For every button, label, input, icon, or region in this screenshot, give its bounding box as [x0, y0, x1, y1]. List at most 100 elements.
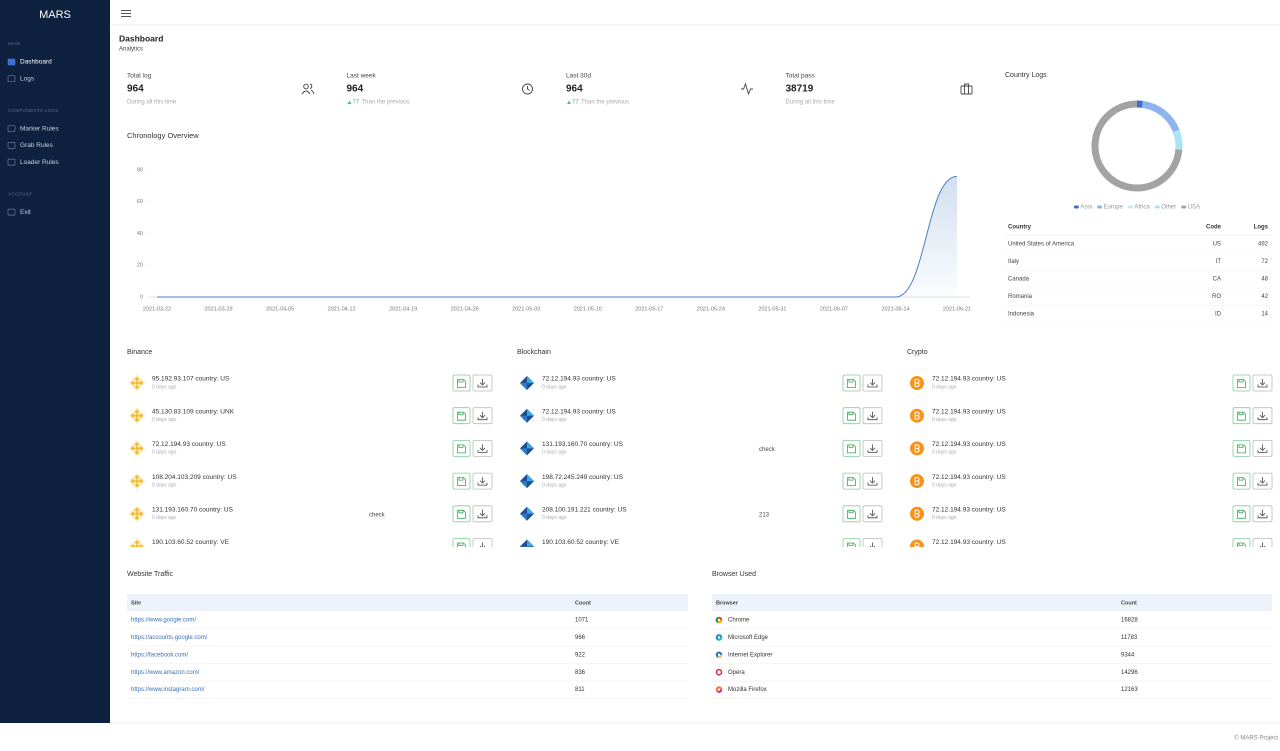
legend-item[interactable]: Asia	[1073, 205, 1093, 211]
legend-label[interactable]: Europe	[1104, 205, 1124, 211]
download-button[interactable]	[1252, 407, 1273, 425]
button-box[interactable]	[452, 407, 471, 425]
download-glyph[interactable]	[868, 542, 877, 551]
download-glyph[interactable]	[867, 477, 878, 486]
download-button[interactable]	[472, 472, 493, 490]
download-button[interactable]	[862, 407, 883, 425]
download-button[interactable]	[862, 374, 883, 392]
download-button[interactable]	[862, 538, 883, 555]
legend-swatch[interactable]	[1181, 205, 1187, 209]
download-glyph[interactable]	[1257, 509, 1268, 519]
sidebar-icon[interactable]	[7, 58, 16, 66]
sidebar-item[interactable]: Dashboard	[7, 58, 52, 66]
button-box[interactable]	[452, 505, 471, 523]
download-button[interactable]	[472, 439, 493, 457]
download-button[interactable]	[1252, 472, 1273, 490]
sidebar-link[interactable]: Dashboard	[20, 59, 52, 66]
button-box[interactable]	[842, 505, 861, 523]
save-glyph[interactable]	[1237, 542, 1246, 551]
sidebar-link[interactable]: Exit	[20, 209, 31, 216]
sidebar-icon[interactable]	[7, 142, 16, 149]
save-button[interactable]	[842, 439, 861, 457]
save-button[interactable]	[1232, 374, 1251, 392]
button-box[interactable]	[1232, 374, 1251, 392]
sidebar-item[interactable]: Loader Rules	[7, 158, 59, 166]
sidebar-icon[interactable]	[7, 208, 16, 216]
save-button[interactable]	[1232, 439, 1251, 457]
download-glyph[interactable]	[477, 444, 488, 453]
download-button[interactable]	[1252, 374, 1273, 392]
save-button[interactable]	[842, 538, 861, 555]
save-button[interactable]	[452, 472, 471, 490]
legend-item[interactable]: Europe	[1097, 205, 1124, 211]
sidebar-item[interactable]: Logs	[7, 75, 35, 82]
download-glyph[interactable]	[867, 411, 878, 421]
save-glyph[interactable]	[457, 379, 466, 388]
save-button[interactable]	[452, 505, 471, 523]
legend-label[interactable]: Asia	[1080, 205, 1092, 211]
site-link[interactable]: https://www.google.com/	[131, 618, 196, 624]
download-glyph[interactable]	[1257, 477, 1268, 486]
save-glyph[interactable]	[847, 379, 856, 388]
download-button[interactable]	[472, 505, 493, 523]
button-box[interactable]	[1232, 505, 1251, 523]
save-glyph[interactable]	[1237, 379, 1246, 388]
button-box[interactable]	[1232, 472, 1251, 490]
save-glyph[interactable]	[457, 444, 466, 454]
site-link[interactable]: https://accounts.google.com/	[131, 635, 208, 641]
download-button[interactable]	[1252, 505, 1273, 523]
download-button[interactable]	[1252, 439, 1273, 457]
save-glyph[interactable]	[457, 509, 466, 519]
button-box[interactable]	[842, 439, 861, 457]
button-box[interactable]	[452, 374, 471, 392]
save-glyph[interactable]	[1237, 477, 1246, 486]
download-glyph[interactable]	[477, 477, 488, 486]
save-button[interactable]	[842, 472, 861, 490]
download-button[interactable]	[862, 472, 883, 490]
save-button[interactable]	[452, 374, 471, 392]
download-glyph[interactable]	[1257, 444, 1268, 453]
sidebar-icon[interactable]	[7, 158, 16, 166]
button-box[interactable]	[1232, 407, 1251, 425]
save-button[interactable]	[1232, 538, 1251, 555]
download-glyph[interactable]	[477, 379, 488, 388]
download-glyph[interactable]	[1258, 542, 1267, 551]
legend-item[interactable]: Other	[1154, 205, 1177, 211]
download-glyph[interactable]	[867, 509, 878, 519]
button-box[interactable]	[452, 439, 471, 457]
download-button[interactable]	[862, 439, 883, 457]
menu-toggle[interactable]	[121, 10, 131, 17]
save-button[interactable]	[842, 407, 861, 425]
save-button[interactable]	[452, 538, 471, 555]
sidebar-item[interactable]: Marker Rules	[7, 125, 59, 133]
download-glyph[interactable]	[867, 379, 878, 388]
legend-swatch[interactable]	[1097, 205, 1103, 209]
save-button[interactable]	[842, 374, 861, 392]
sidebar-link[interactable]: Loader Rules	[20, 159, 59, 166]
sidebar-link[interactable]: Marker Rules	[20, 125, 59, 132]
button-box[interactable]	[452, 472, 471, 490]
legend-swatch[interactable]	[1154, 205, 1160, 209]
sidebar-icon[interactable]	[7, 125, 16, 133]
download-glyph[interactable]	[867, 444, 878, 453]
legend-swatch[interactable]	[1073, 205, 1079, 209]
save-glyph[interactable]	[847, 542, 856, 551]
save-button[interactable]	[1232, 407, 1251, 425]
save-button[interactable]	[1232, 472, 1251, 490]
button-box[interactable]	[842, 472, 861, 490]
save-glyph[interactable]	[847, 444, 856, 454]
legend-item[interactable]: USA	[1181, 205, 1200, 211]
legend-label[interactable]: USA	[1188, 205, 1200, 211]
download-glyph[interactable]	[477, 411, 488, 421]
download-button[interactable]	[472, 538, 493, 555]
site-link[interactable]: https://www.instagram.com/	[131, 687, 205, 693]
save-glyph[interactable]	[847, 477, 856, 486]
legend-swatch[interactable]	[1127, 205, 1133, 209]
download-glyph[interactable]	[478, 542, 487, 551]
sidebar-item[interactable]: Grab Rules	[7, 142, 54, 149]
save-button[interactable]	[842, 505, 861, 523]
sidebar-item[interactable]: Exit	[7, 208, 31, 216]
download-button[interactable]	[862, 505, 883, 523]
download-button[interactable]	[1252, 538, 1273, 555]
site-link[interactable]: https://facebook.com/	[131, 652, 188, 658]
